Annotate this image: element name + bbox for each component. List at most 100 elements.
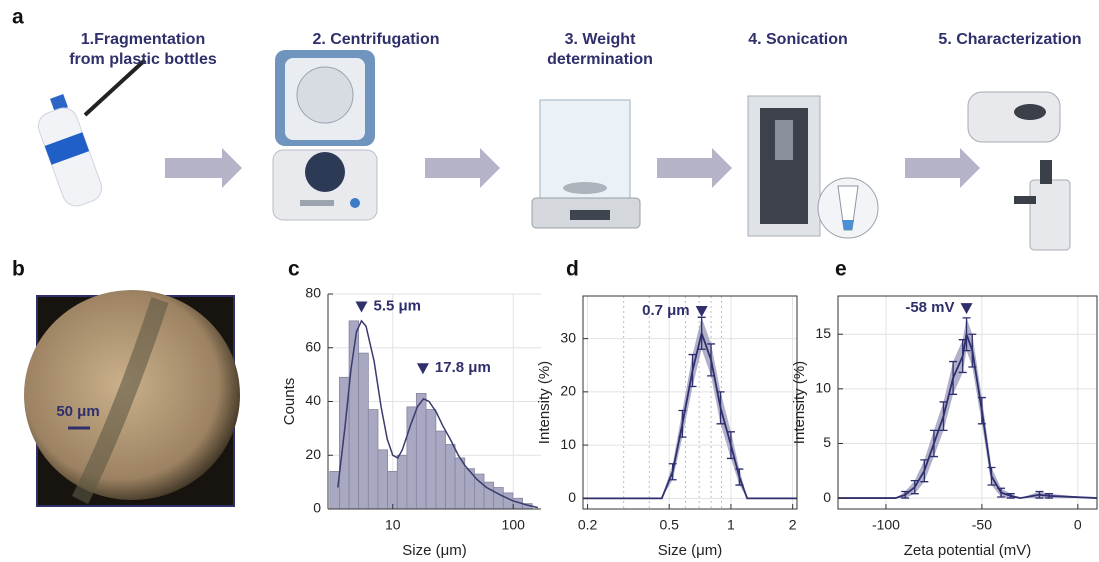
bar bbox=[445, 444, 456, 510]
step-title: 4. Sonication bbox=[748, 31, 848, 48]
bar bbox=[435, 430, 446, 510]
peak-label: 0.7 μm bbox=[642, 302, 690, 319]
port bbox=[1014, 104, 1046, 120]
y-tick-label: 80 bbox=[305, 285, 321, 301]
error-bar bbox=[962, 317, 971, 352]
error-bar bbox=[958, 339, 967, 374]
bar bbox=[493, 487, 504, 510]
label bbox=[44, 132, 90, 165]
error-bar bbox=[716, 391, 725, 425]
step-title: 1.Fragmentation bbox=[81, 31, 205, 48]
error-bar bbox=[697, 316, 706, 350]
panel-letter: e bbox=[835, 258, 847, 281]
error-bar bbox=[977, 396, 986, 425]
arrow bbox=[905, 148, 980, 188]
y-tick-label: 0 bbox=[313, 500, 321, 516]
step-title: 3. Weight bbox=[565, 31, 636, 48]
error-bar bbox=[726, 431, 735, 460]
panel-letter: d bbox=[566, 258, 579, 281]
bottle-icon bbox=[37, 58, 147, 207]
x-tick-label: 2 bbox=[789, 517, 797, 533]
y-axis-label: Intensity (%) bbox=[536, 361, 553, 444]
peak-marker bbox=[695, 305, 708, 317]
fit-curve bbox=[337, 319, 539, 509]
error-bar bbox=[910, 479, 919, 495]
peak-marker bbox=[416, 363, 429, 375]
x-axis-label: Size (μm) bbox=[402, 542, 466, 559]
probe bbox=[775, 120, 793, 160]
y-tick-label: 60 bbox=[305, 338, 321, 354]
instruments-icon bbox=[967, 91, 1071, 251]
button bbox=[350, 198, 360, 208]
tool bbox=[83, 58, 147, 117]
y-tick-label: 10 bbox=[560, 436, 576, 452]
error-bar bbox=[901, 490, 910, 499]
analyzer bbox=[967, 91, 1061, 143]
step-title: 5. Characterization bbox=[938, 31, 1081, 48]
error-bar bbox=[688, 353, 697, 388]
panel-letter: a bbox=[12, 6, 24, 29]
error-bar bbox=[929, 429, 938, 458]
arrow bbox=[657, 148, 732, 188]
eyepiece bbox=[1040, 160, 1052, 184]
peak-label: 17.8 μm bbox=[435, 359, 491, 376]
error-bar bbox=[668, 463, 677, 481]
peak-marker bbox=[355, 301, 368, 313]
line bbox=[838, 330, 1098, 499]
bar bbox=[396, 454, 408, 510]
y-tick-label: 30 bbox=[560, 329, 576, 345]
rotor bbox=[296, 66, 354, 124]
error-bar bbox=[707, 343, 716, 377]
chart: -100 -50 0 0 5 10 15 Zeta potential (mV) Intensi… bbox=[791, 295, 1098, 559]
x-tick-label: 0.2 bbox=[578, 517, 598, 533]
arrow bbox=[425, 148, 500, 188]
x-tick-label: -100 bbox=[872, 517, 900, 533]
y-tick-label: 20 bbox=[305, 446, 321, 462]
y-tick-label: 15 bbox=[815, 325, 831, 341]
bar bbox=[454, 457, 466, 510]
bar bbox=[358, 352, 369, 510]
error-bar bbox=[1045, 493, 1054, 499]
display bbox=[570, 210, 610, 220]
cap bbox=[50, 94, 68, 112]
error-bar bbox=[987, 466, 996, 486]
peak-label: -58 mV bbox=[905, 299, 954, 316]
error-bar bbox=[949, 360, 958, 395]
error-bar bbox=[968, 333, 977, 368]
arrow bbox=[165, 148, 242, 188]
error-bar bbox=[678, 409, 687, 438]
axes-frame bbox=[582, 295, 798, 510]
x-tick-label: 10 bbox=[385, 517, 401, 533]
y-tick-label: 20 bbox=[560, 383, 576, 399]
error-bar bbox=[920, 459, 929, 483]
fiber bbox=[71, 297, 169, 505]
bar bbox=[367, 409, 379, 510]
chamber bbox=[305, 152, 345, 192]
error-bar bbox=[735, 468, 744, 486]
y-tick-label: 40 bbox=[305, 392, 321, 408]
bar bbox=[415, 393, 427, 510]
peak-label: 5.5 μm bbox=[373, 297, 421, 314]
x-axis-label: Size (μm) bbox=[658, 542, 722, 559]
balance-icon bbox=[531, 99, 641, 229]
panel bbox=[300, 200, 334, 206]
bar bbox=[473, 473, 485, 510]
scale-bar-label: 50 μm bbox=[56, 403, 99, 420]
step-title: 2. Centrifugation bbox=[312, 31, 439, 48]
y-tick-label: 0 bbox=[568, 489, 576, 505]
axes-frame bbox=[837, 295, 1098, 510]
peak-marker bbox=[960, 303, 973, 315]
error-bar bbox=[1035, 490, 1044, 499]
x-axis-label: Zeta potential (mV) bbox=[904, 542, 1032, 559]
x-tick-label: 0.5 bbox=[659, 517, 679, 533]
bar bbox=[425, 409, 437, 510]
error-bar bbox=[1006, 493, 1015, 499]
bar bbox=[329, 470, 340, 510]
y-axis-label: Intensity (%) bbox=[791, 361, 808, 444]
bar bbox=[387, 470, 398, 510]
panel-letter: b bbox=[12, 258, 25, 281]
step-title: determination bbox=[547, 51, 653, 68]
liquid bbox=[842, 220, 854, 230]
